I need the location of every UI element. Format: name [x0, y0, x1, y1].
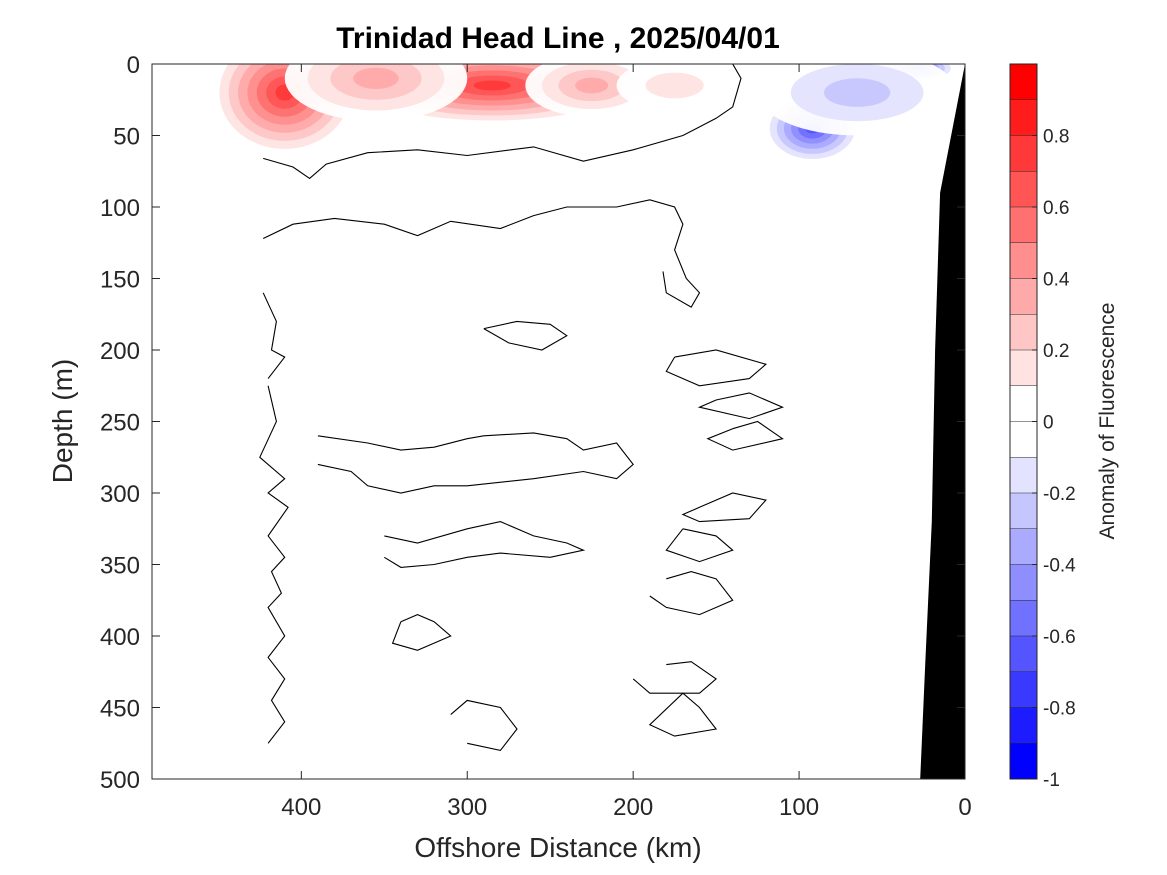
zero-contour-line	[384, 521, 586, 568]
anomaly-level	[256, 161, 297, 190]
colorbar-tick-label: 0.6	[1043, 198, 1069, 219]
colorbar-swatch	[1010, 278, 1037, 315]
colorbar-swatch	[1010, 135, 1037, 172]
colorbar-tick-label: 0.4	[1043, 270, 1070, 291]
colorbar-tick-label: -0.8	[1043, 699, 1076, 720]
anomaly-feature	[284, 64, 468, 122]
zero-contour-line	[706, 420, 784, 451]
y-axis-title: Depth (m)	[47, 359, 78, 483]
colorbar-swatch	[1010, 350, 1037, 386]
chart-title: Trinidad Head Line , 2025/04/01	[336, 22, 780, 55]
anomaly-level	[575, 77, 609, 94]
anomaly-feature	[367, 154, 600, 189]
y-tick-label: 250	[100, 410, 140, 437]
anomaly-level	[823, 78, 891, 107]
colorbar-swatch	[1010, 314, 1037, 350]
colorbar-swatch	[1010, 171, 1037, 207]
colorbar-swatch	[1010, 242, 1037, 279]
colorbar-tick-label: -1	[1043, 770, 1060, 791]
y-tick-label: 0	[127, 52, 140, 79]
zero-contour-line	[259, 385, 289, 744]
anomaly-level	[353, 67, 399, 90]
y-tick-label: 100	[100, 195, 140, 222]
y-tick-label: 350	[100, 553, 140, 580]
seafloor-layer	[920, 64, 965, 779]
anomaly-feature	[256, 161, 297, 190]
anomaly-level	[473, 80, 511, 91]
colorbar-swatch	[1010, 564, 1037, 601]
y-tick-label: 500	[100, 767, 140, 794]
y-tick-label: 50	[113, 124, 140, 151]
x-tick-label: 200	[613, 794, 653, 821]
zero-contour-line	[665, 528, 734, 563]
colorbar-tick-label: 0.8	[1043, 127, 1069, 148]
x-axis-title: Offshore Distance (km)	[414, 832, 701, 863]
x-tick-label: 100	[779, 794, 819, 821]
y-axis: 0 50 100 150 200 250 300 350 400 450 500	[100, 52, 965, 794]
anomaly-fill-layer	[210, 64, 957, 293]
x-tick-label: 300	[447, 794, 487, 821]
colorbar-swatch	[1010, 493, 1037, 529]
zero-contour-line	[648, 692, 718, 737]
colorbar-swatch	[1010, 636, 1037, 672]
colorbar-swatch	[1010, 64, 1037, 100]
zero-contour-line	[262, 199, 701, 308]
colorbar-swatch	[1010, 707, 1037, 744]
seafloor-shape	[920, 64, 965, 779]
y-tick-label: 400	[100, 624, 140, 651]
anomaly-feature	[757, 64, 957, 136]
zero-contour-line	[632, 661, 717, 694]
colorbar-swatch	[1010, 528, 1037, 565]
anomaly-feature	[616, 64, 733, 112]
anomaly-level	[707, 149, 791, 293]
colorbar-tick-label: -0.2	[1043, 484, 1076, 505]
colorbar-tick-label: -0.4	[1043, 556, 1076, 577]
zero-contour-line	[262, 292, 286, 379]
anomaly-level	[367, 154, 600, 189]
colorbar-title: Anomaly of Fluorescence	[1096, 303, 1119, 540]
colorbar-swatch	[1010, 385, 1037, 422]
zero-contour-line	[391, 614, 452, 651]
colorbar-swatch	[1010, 671, 1037, 708]
y-tick-label: 300	[100, 481, 140, 508]
colorbar-swatch	[1010, 99, 1037, 136]
colorbar-swatch	[1010, 421, 1037, 458]
colorbar-swatch	[1010, 457, 1037, 493]
zero-contour-line	[681, 492, 767, 523]
colorbar-tick-label: 0.2	[1043, 341, 1069, 362]
anomaly-level	[645, 72, 704, 99]
x-tick-label: 400	[281, 794, 321, 821]
zero-contour-line	[665, 349, 768, 387]
x-axis: 400 300 200 100 0	[281, 64, 972, 821]
zero-contour-line	[450, 699, 518, 752]
zero-contour-line	[483, 320, 568, 351]
zero-contour-line	[697, 392, 785, 420]
colorbar-tick-label: -0.6	[1043, 627, 1076, 648]
y-tick-label: 200	[100, 338, 140, 365]
x-tick-label: 0	[958, 794, 971, 821]
colorbar-swatch	[1010, 600, 1037, 636]
colorbar-swatch	[1010, 743, 1037, 779]
anomaly-feature	[707, 149, 791, 293]
colorbar-swatch	[1010, 207, 1037, 243]
zero-contour-line	[317, 432, 634, 494]
zero-contour-line	[263, 64, 742, 180]
zero-contour-layer	[259, 64, 785, 752]
colorbar: 0.8 0.6 0.4 0.2 0 -0.2 -0.4 -0.6 -0.8 -1	[1009, 63, 1076, 791]
y-tick-label: 450	[100, 696, 140, 723]
colorbar-tick-label: 0	[1043, 413, 1054, 434]
y-tick-label: 150	[100, 267, 140, 294]
zero-contour-line	[649, 571, 734, 616]
